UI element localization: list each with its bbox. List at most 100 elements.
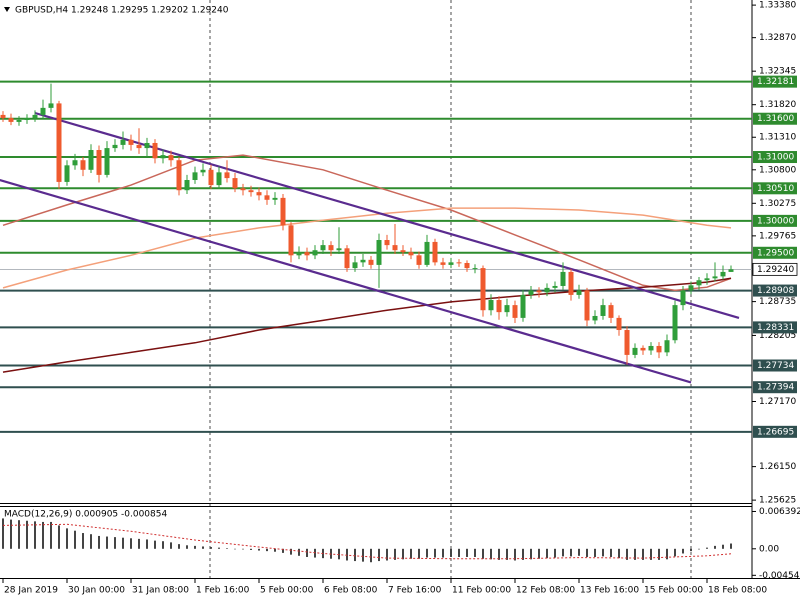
candle-body <box>240 188 246 191</box>
y-tick-label: 1.32870 <box>759 33 796 43</box>
y-tick-label: 1.33380 <box>759 1 796 11</box>
macd-bar <box>698 548 700 550</box>
candle-body <box>712 276 718 279</box>
candle-body <box>0 114 6 119</box>
macd-bar <box>202 546 204 549</box>
x-tick-label: 30 Jan 00:00 <box>68 586 125 596</box>
candle-body <box>464 262 470 269</box>
macd-bar <box>114 537 116 549</box>
candle-body <box>408 252 414 256</box>
macd-bar <box>618 548 620 559</box>
macd-bar <box>562 548 564 557</box>
macd-bar <box>714 545 716 549</box>
macd-bar <box>26 520 28 549</box>
y-tick-label: 1.32345 <box>759 67 796 77</box>
candle-body <box>208 169 214 186</box>
macd-bar <box>682 548 684 554</box>
candle-body <box>384 240 390 246</box>
candle-body <box>264 195 270 200</box>
macd-bar <box>66 528 68 549</box>
macd-bar <box>530 548 532 560</box>
candle-body <box>440 262 446 265</box>
level-label-box <box>753 359 797 372</box>
macd-bar <box>338 548 340 560</box>
level-label-box <box>753 75 797 88</box>
macd-bar <box>346 548 348 561</box>
macd-bar <box>602 548 604 557</box>
y-tick-label: 1.31310 <box>759 133 796 143</box>
x-tick-label: 1 Feb 16:00 <box>196 586 250 596</box>
candle-body <box>56 103 62 182</box>
candle-body <box>568 271 574 295</box>
macd-bar <box>18 520 20 549</box>
candle-body <box>320 245 326 251</box>
x-tick-label: 12 Feb 08:00 <box>516 586 575 596</box>
symbol-menu-icon[interactable] <box>4 7 10 12</box>
level-label-box <box>753 425 797 438</box>
macd-bar <box>98 535 100 549</box>
candle-body <box>168 155 174 161</box>
macd-bar <box>418 548 420 559</box>
candle-body <box>680 290 686 306</box>
candle-body <box>632 347 638 355</box>
candle-body <box>592 315 598 321</box>
macd-bar <box>450 548 452 557</box>
x-tick-label: 28 Jan 2019 <box>4 586 58 596</box>
macd-bar <box>546 548 548 559</box>
level-label-box <box>753 246 797 259</box>
moving-average <box>2 207 732 289</box>
macd-bar <box>138 538 140 549</box>
candle-body <box>688 285 694 291</box>
macd-bar <box>162 541 164 549</box>
macd-bar <box>722 544 724 549</box>
x-tick-label: 11 Feb 00:00 <box>452 586 511 596</box>
candle-body <box>104 148 110 175</box>
macd-bar <box>410 548 412 559</box>
candle-body <box>296 252 302 256</box>
candle-body <box>24 118 30 121</box>
candle-body <box>544 287 550 293</box>
candle-body <box>656 345 662 353</box>
macd-bar <box>42 521 44 549</box>
macd-bar <box>434 548 436 558</box>
macd-bar <box>394 548 396 560</box>
candle-body <box>152 142 158 159</box>
level-label-box <box>753 214 797 227</box>
macd-bar <box>666 548 668 560</box>
macd-bar <box>474 548 476 557</box>
candle-body <box>432 241 438 263</box>
trend-line <box>0 178 692 384</box>
macd-bar <box>194 545 196 549</box>
macd-bar <box>626 548 628 560</box>
macd-bar <box>2 518 4 549</box>
candle-body <box>256 192 262 196</box>
candle-body <box>720 271 726 277</box>
candle-body <box>328 245 334 251</box>
candle-body <box>480 268 486 311</box>
candle-body <box>248 190 254 193</box>
y-tick-label: 1.30800 <box>759 165 796 175</box>
candle-body <box>312 250 318 256</box>
macd-bar <box>386 548 388 561</box>
macd-bar <box>130 538 132 549</box>
candle-body <box>80 160 86 170</box>
level-label: 1.30000 <box>757 216 794 226</box>
candle-body <box>232 178 238 189</box>
level-label: 1.28331 <box>757 323 794 333</box>
level-label: 1.32181 <box>757 77 794 87</box>
y-tick-label: 1.28735 <box>759 297 796 307</box>
macd-bar <box>258 548 260 551</box>
x-tick-label: 5 Feb 00:00 <box>260 586 314 596</box>
candle-body <box>192 172 198 181</box>
candle-body <box>112 144 118 149</box>
candle-body <box>216 172 222 186</box>
macd-bar <box>690 548 692 552</box>
macd-bar <box>242 548 244 550</box>
level-label: 1.31000 <box>757 153 794 163</box>
macd-bar <box>426 548 428 558</box>
macd-bar <box>538 548 540 559</box>
macd-bar <box>498 548 500 560</box>
level-label-box <box>753 381 797 394</box>
